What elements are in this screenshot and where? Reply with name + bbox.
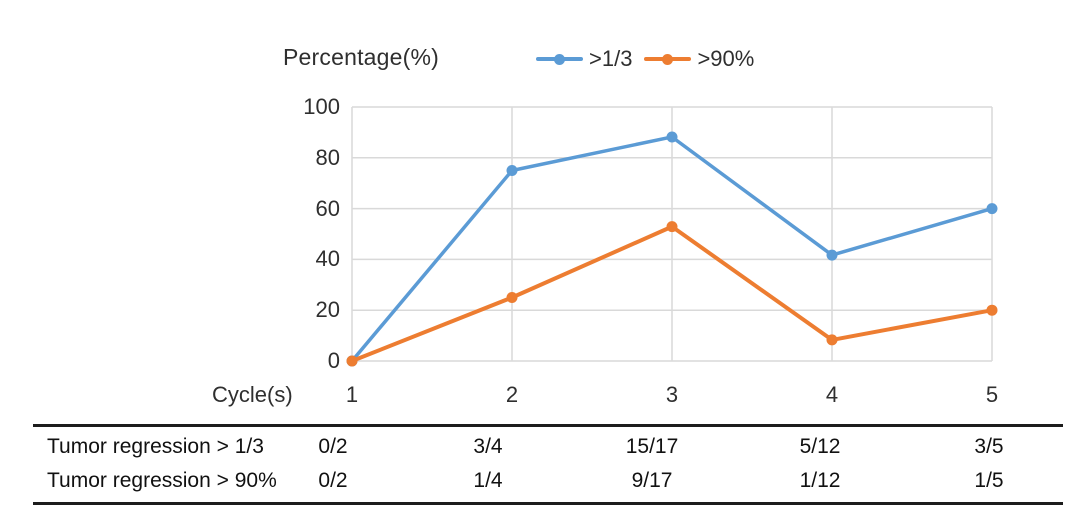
table-top-rule — [33, 424, 1063, 427]
table-cell: 3/5 — [974, 435, 1004, 458]
y-axis-ticks: 0 20 40 60 80 100 — [0, 0, 340, 518]
y-tick-label: 40 — [315, 246, 340, 272]
x-tick-label: 3 — [665, 382, 679, 407]
table-cell: 1/4 — [473, 469, 503, 492]
legend: >1/3 >90% — [536, 46, 754, 72]
y-tick-label: 100 — [303, 94, 340, 119]
table-cell: 0/2 — [318, 435, 348, 458]
table-cell: 3/4 — [473, 435, 503, 458]
x-tick-label: 1 — [345, 382, 359, 407]
table-row: Tumor regression > 1/3 0/2 3/4 15/17 5/12 3/5 — [0, 434, 1080, 460]
legend-label: >90% — [697, 46, 755, 71]
table-cell: 1/12 — [799, 469, 841, 492]
y-axis-title: Percentage(%) — [283, 44, 440, 70]
table-cell: 9/17 — [631, 469, 673, 492]
table-row-label: Tumor regression > 90% — [47, 469, 277, 492]
x-axis-ticks: Cycle(s) 1 2 3 4 5 — [0, 381, 1080, 411]
table-cell: 0/2 — [318, 469, 348, 492]
table-cell: 1/5 — [974, 469, 1004, 492]
y-tick-label: 20 — [315, 297, 340, 323]
x-tick-label: 5 — [985, 382, 999, 407]
table-row: Tumor regression > 90% 0/2 1/4 9/17 1/12 1/5 — [0, 468, 1080, 494]
y-tick-label: 80 — [315, 144, 340, 170]
table-row-label: Tumor regression > 1/3 — [47, 435, 264, 458]
legend-label: >1/3 — [589, 46, 633, 71]
y-tick-label: 0 — [327, 348, 340, 373]
line-marker-icon — [644, 53, 692, 65]
table-cell: 15/17 — [625, 435, 679, 458]
x-tick-label: 2 — [505, 382, 519, 407]
line-marker-icon — [536, 53, 583, 65]
y-tick-label: 60 — [315, 195, 340, 221]
x-axis-title: Cycle(s) — [212, 382, 293, 407]
table-bottom-rule — [33, 502, 1063, 505]
legend-item-gt-90pct: >90% — [644, 46, 754, 72]
legend-item-gt-one-third: >1/3 — [536, 46, 632, 72]
table-cell: 5/12 — [799, 435, 841, 458]
x-tick-label: 4 — [825, 382, 839, 407]
